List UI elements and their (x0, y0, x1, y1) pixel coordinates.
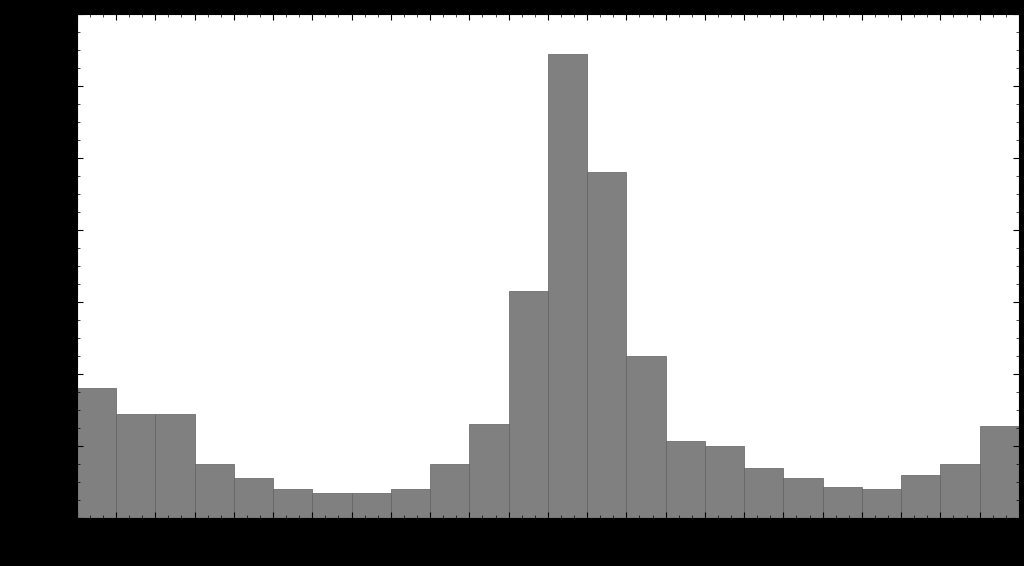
Bar (587, 173, 627, 518)
Bar (666, 440, 705, 518)
Bar (509, 291, 548, 518)
Bar (940, 464, 980, 518)
Bar (627, 356, 666, 518)
Y-axis label: Antall målinger: Antall målinger (25, 218, 38, 314)
Bar (391, 489, 430, 518)
Bar (548, 54, 587, 518)
Bar (469, 424, 509, 518)
Bar (705, 446, 744, 518)
Bar (116, 414, 156, 518)
Bar (980, 426, 1019, 518)
Bar (744, 468, 783, 518)
Bar (430, 464, 469, 518)
Bar (273, 489, 312, 518)
Bar (312, 492, 351, 518)
Bar (195, 464, 233, 518)
Bar (901, 475, 940, 518)
Bar (233, 478, 273, 518)
Bar (351, 492, 391, 518)
Bar (156, 414, 195, 518)
Bar (77, 388, 116, 518)
Bar (822, 487, 862, 518)
Bar (862, 489, 901, 518)
Bar (783, 478, 822, 518)
